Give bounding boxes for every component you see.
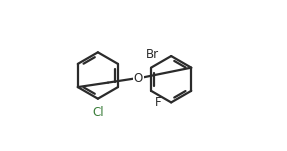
Text: F: F xyxy=(155,96,162,109)
Text: Cl: Cl xyxy=(92,106,104,119)
Text: Br: Br xyxy=(146,48,159,61)
Text: O: O xyxy=(134,72,143,85)
